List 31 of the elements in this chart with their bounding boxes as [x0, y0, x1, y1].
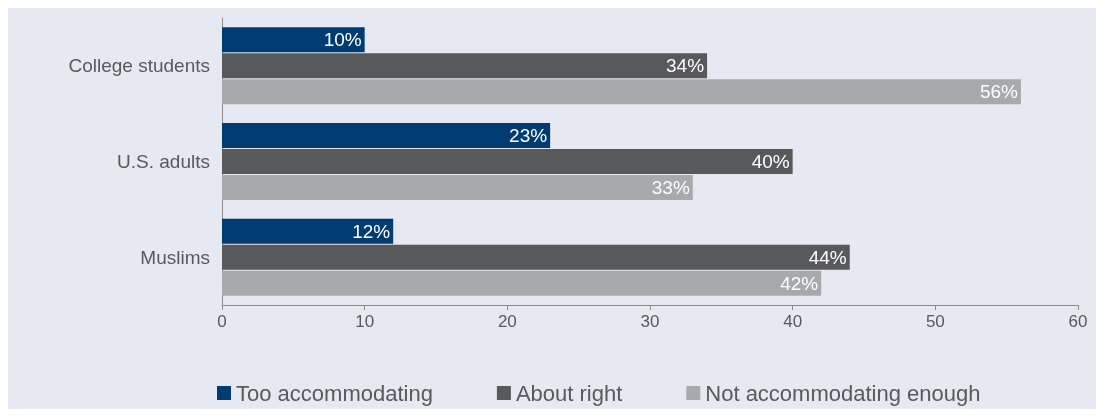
- bar: [222, 244, 850, 270]
- bar: [222, 123, 551, 148]
- data-label: 34%: [666, 55, 705, 77]
- legend-label: Not accommodating enough: [705, 380, 981, 406]
- data-label: 12%: [352, 220, 391, 242]
- y-tick-label: Muslims: [140, 246, 210, 268]
- x-tick-label: 0: [217, 312, 227, 331]
- x-tick-label: 50: [925, 312, 945, 331]
- x-tick-label: 40: [783, 312, 803, 331]
- data-label: 23%: [509, 125, 548, 146]
- bar: [222, 79, 1021, 105]
- bar: [222, 53, 708, 79]
- data-label: 44%: [808, 246, 847, 268]
- data-label: 10%: [323, 29, 362, 51]
- data-label: 42%: [780, 272, 819, 294]
- bar: [222, 218, 394, 244]
- legend-label: Too accommodating: [236, 380, 433, 406]
- x-tick-label: 60: [1068, 312, 1088, 331]
- data-label: 33%: [651, 177, 690, 198]
- legend-label: About right: [515, 380, 623, 406]
- bar: [222, 270, 822, 296]
- bar: [222, 27, 365, 53]
- data-label: 40%: [751, 151, 790, 172]
- x-tick-label: 10: [355, 312, 375, 331]
- y-tick-label: U.S. adults: [117, 151, 210, 172]
- data-label: 56%: [979, 81, 1019, 103]
- x-tick-label: 20: [497, 312, 517, 331]
- y-tick-label: College students: [68, 55, 210, 77]
- x-tick-label: 30: [640, 312, 660, 331]
- bar: [222, 149, 793, 174]
- bar: [222, 175, 693, 200]
